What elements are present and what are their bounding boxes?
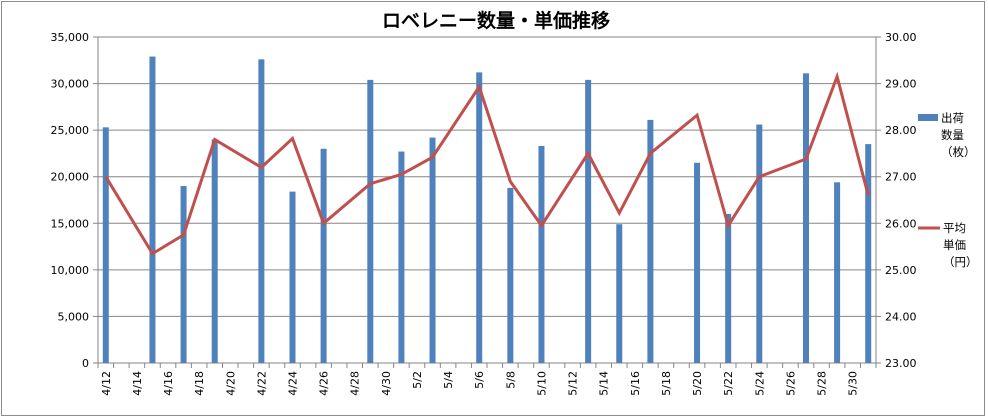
series-line	[104, 71, 870, 256]
y-left-tick-label: 20,000	[51, 171, 90, 184]
legend-label-bar: 出荷	[941, 111, 964, 125]
bar	[865, 144, 872, 363]
y-right-tick-label: 28.00	[885, 124, 917, 137]
x-tick-label: 5/20	[691, 371, 704, 396]
x-tick-label: 4/12	[100, 371, 113, 396]
x-tick-label: 5/16	[629, 371, 642, 396]
x-tick-label: 5/24	[753, 371, 766, 396]
bar	[211, 139, 218, 363]
x-tick-label: 5/18	[660, 371, 673, 396]
legend-label-line: 単価	[943, 238, 966, 252]
x-tick-label: 5/22	[722, 371, 735, 396]
bar	[647, 119, 654, 363]
y-right-tick-label: 30.00	[885, 31, 917, 44]
x-tick-label: 5/8	[504, 371, 517, 389]
legend-label-bar: 数量	[941, 128, 964, 142]
x-tick-label: 4/20	[224, 371, 237, 396]
bar	[102, 127, 109, 363]
bar	[289, 191, 296, 363]
bar	[320, 148, 327, 363]
bar	[616, 224, 623, 363]
y-left-tick-label: 30,000	[51, 78, 90, 91]
bar	[398, 151, 405, 363]
x-tick-label: 4/14	[131, 371, 144, 396]
x-tick-label: 5/26	[784, 371, 797, 396]
bar	[802, 73, 809, 363]
bar	[725, 213, 732, 363]
x-tick-label: 4/28	[349, 371, 362, 396]
bar	[258, 59, 265, 364]
y-left-tick-label: 15,000	[51, 217, 90, 230]
bar	[429, 137, 436, 363]
legend-label-line: （円）	[943, 255, 978, 269]
y-left-tick-label: 35,000	[51, 31, 90, 44]
x-tick-label: 5/12	[567, 371, 580, 396]
x-tick-label: 5/30	[847, 371, 860, 396]
y-left-tick-label: 10,000	[51, 264, 90, 277]
y-right-tick-label: 26.00	[885, 217, 917, 230]
bar	[149, 56, 156, 364]
y-right-tick-label: 23.00	[885, 357, 917, 370]
bar	[367, 79, 374, 364]
x-tick-label: 5/14	[598, 371, 611, 396]
x-tick-label: 4/16	[162, 371, 175, 396]
x-tick-label: 4/24	[287, 371, 300, 396]
x-tick-label: 5/2	[411, 371, 424, 389]
bar	[694, 162, 701, 363]
y-right-tick-label: 24.00	[885, 310, 917, 323]
y-left-tick-label: 0	[82, 357, 89, 370]
legend-label-bar: （枚）	[941, 145, 976, 159]
x-tick-label: 5/6	[473, 371, 486, 389]
legend-label-line: 平均	[943, 221, 966, 235]
x-tick-label: 5/4	[442, 371, 455, 389]
legend-marker-bar	[918, 114, 938, 121]
bar	[834, 182, 841, 363]
bar	[180, 186, 187, 363]
bar	[756, 124, 763, 363]
x-tick-label: 5/10	[535, 371, 548, 396]
x-tick-label: 5/28	[816, 371, 829, 396]
x-tick-label: 4/22	[255, 371, 268, 396]
bar	[585, 79, 592, 364]
y-right-tick-label: 27.00	[885, 171, 917, 184]
x-tick-label: 4/30	[380, 371, 393, 396]
bar	[476, 72, 483, 363]
y-left-tick-label: 5,000	[58, 310, 90, 323]
bar	[538, 145, 545, 363]
chart-title: ロベレニー数量・単価推移	[382, 9, 610, 32]
x-tick-label: 4/18	[193, 371, 206, 396]
y-left-tick-label: 25,000	[51, 124, 90, 137]
bar	[507, 187, 514, 363]
y-right-tick-label: 25.00	[885, 264, 917, 277]
y-right-tick-label: 29.00	[885, 78, 917, 91]
x-tick-label: 4/26	[318, 371, 331, 396]
